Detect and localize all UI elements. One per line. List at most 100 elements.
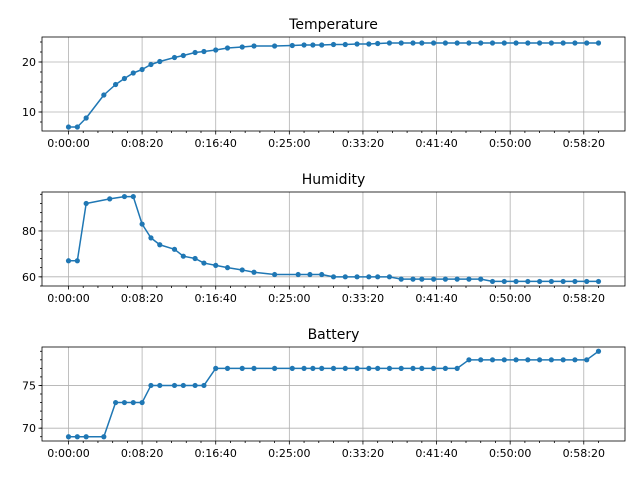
data-point: [213, 365, 219, 371]
data-point: [201, 260, 207, 266]
data-point: [466, 357, 472, 363]
data-point: [157, 382, 163, 389]
x-tick-label: 0:58:20: [563, 292, 605, 305]
data-point: [157, 58, 163, 65]
x-tick-label: 0:00:00: [47, 447, 89, 460]
data-point: [180, 52, 186, 59]
data-point: [289, 42, 295, 49]
data-point: [101, 434, 107, 440]
data-point: [489, 278, 496, 285]
data-point: [478, 40, 484, 46]
y-tick-label: 80: [22, 225, 36, 238]
data-point: [130, 70, 136, 76]
data-point: [431, 276, 437, 282]
data-point: [431, 365, 437, 371]
data-point: [342, 274, 348, 280]
x-tick-label: 0:25:00: [268, 447, 310, 460]
x-tick-label: 0:00:00: [47, 292, 89, 305]
data-point: [224, 265, 231, 271]
y-tick-label: 10: [22, 106, 36, 119]
data-point: [375, 40, 381, 47]
data-point: [83, 200, 89, 207]
data-point: [354, 274, 360, 280]
data-point: [537, 357, 543, 363]
data-point: [330, 41, 337, 48]
panel-humidity: Humidity 0:00:00 0:08:20 0:16:40 0:25:00 0:3…: [22, 172, 626, 305]
data-point: [366, 274, 372, 280]
x-tick-label: 0:08:20: [121, 292, 163, 305]
data-point: [386, 40, 393, 46]
data-point: [330, 274, 337, 280]
panel-temperature: Temperature 0:00:00 0:08:20 0:16:40 0:25:00…: [22, 17, 626, 150]
data-point: [201, 48, 207, 55]
y-tick-label: 20: [22, 56, 36, 69]
data-point: [584, 357, 590, 363]
data-point: [301, 365, 307, 371]
data-point: [272, 43, 278, 49]
data-point: [548, 278, 554, 285]
data-point: [375, 365, 381, 371]
y-tick-label: 70: [22, 422, 36, 435]
data-point: [295, 271, 301, 278]
data-point: [74, 434, 80, 440]
data-point: [398, 276, 404, 282]
data-point: [157, 242, 163, 248]
data-point: [310, 365, 316, 371]
data-point: [342, 41, 348, 48]
data-point: [489, 40, 496, 46]
data-point: [354, 41, 360, 47]
data-point: [419, 40, 425, 46]
data-point: [572, 357, 578, 363]
data-point: [478, 276, 484, 282]
x-tick-label: 0:41:40: [415, 447, 457, 460]
data-point: [83, 115, 89, 121]
data-point: [366, 365, 372, 371]
data-point: [525, 357, 531, 363]
data-point: [319, 42, 325, 48]
x-tick-label: 0:50:00: [489, 137, 531, 150]
data-point: [307, 271, 313, 278]
data-point: [148, 382, 154, 389]
data-point: [537, 278, 543, 285]
x-tick-label: 0:08:20: [121, 447, 163, 460]
data-point: [113, 81, 119, 88]
data-point: [74, 124, 80, 130]
data-point: [478, 357, 484, 363]
data-point: [466, 276, 472, 282]
data-point: [398, 40, 404, 46]
data-point: [560, 40, 566, 46]
data-point: [513, 40, 519, 46]
x-tick-label: 0:16:40: [195, 447, 237, 460]
x-tick-label: 0:41:40: [415, 137, 457, 150]
data-point: [251, 365, 257, 371]
data-point: [239, 365, 245, 371]
data-point: [139, 66, 145, 73]
data-point: [192, 49, 198, 56]
data-point: [65, 124, 72, 130]
x-tick-label: 0:08:20: [121, 137, 163, 150]
x-tick-label: 0:50:00: [489, 447, 531, 460]
panel-battery: Battery 0:00:00 0:08:20 0:16:40 0:25:00 0:33…: [22, 327, 626, 460]
data-point: [65, 258, 72, 264]
data-point: [354, 365, 360, 371]
x-tick-label: 0:16:40: [195, 137, 237, 150]
data-point: [410, 365, 416, 371]
data-point: [272, 271, 278, 278]
data-point: [595, 278, 602, 285]
chart-title: Battery: [308, 327, 360, 343]
data-point: [239, 267, 245, 273]
data-point: [171, 54, 178, 61]
data-point: [442, 40, 448, 46]
y-tick-label: 60: [22, 271, 36, 284]
data-point: [201, 382, 207, 389]
data-point: [398, 365, 404, 371]
data-point: [74, 258, 80, 264]
data-point: [525, 278, 531, 285]
data-point: [139, 399, 145, 406]
x-tick-label: 0:41:40: [415, 292, 457, 305]
data-point: [501, 40, 507, 46]
data-point: [180, 382, 186, 389]
data-point: [301, 42, 307, 48]
data-point: [537, 40, 543, 46]
